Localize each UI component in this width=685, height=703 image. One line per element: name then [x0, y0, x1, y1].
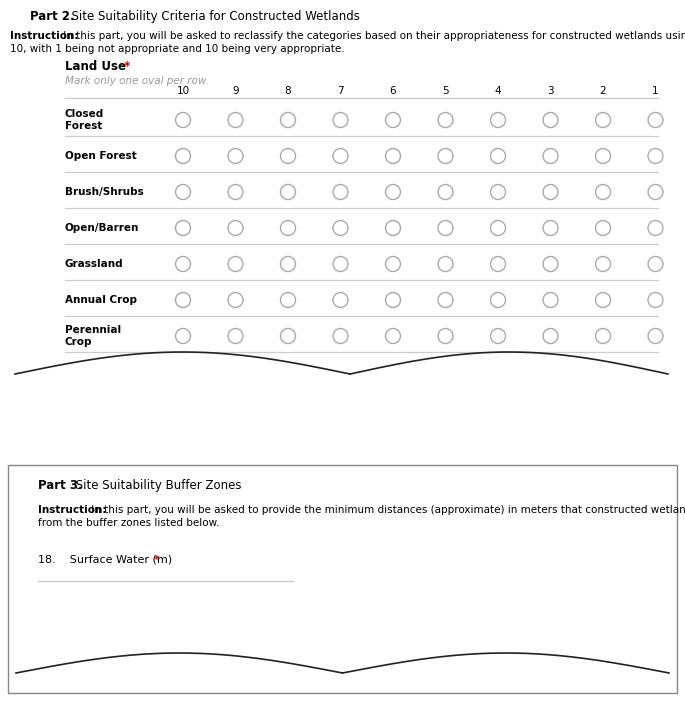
- Text: 5: 5: [443, 86, 449, 96]
- Text: *: *: [150, 555, 160, 565]
- Text: Grassland: Grassland: [65, 259, 123, 269]
- Text: Mark only one oval per row.: Mark only one oval per row.: [65, 76, 209, 86]
- Text: 3: 3: [547, 86, 553, 96]
- Text: 6: 6: [390, 86, 397, 96]
- Text: 18.    Surface Water (m): 18. Surface Water (m): [38, 555, 172, 565]
- Text: In this part, you will be asked to provide the minimum distances (approximate) i: In this part, you will be asked to provi…: [88, 505, 685, 515]
- Text: Site Suitability Criteria for Constructed Wetlands: Site Suitability Criteria for Constructe…: [64, 10, 360, 23]
- Text: Open Forest: Open Forest: [65, 151, 137, 161]
- Text: Brush/Shrubs: Brush/Shrubs: [65, 187, 144, 197]
- Text: 9: 9: [232, 86, 239, 96]
- Text: Open/Barren: Open/Barren: [65, 223, 139, 233]
- Text: Site Suitability Buffer Zones: Site Suitability Buffer Zones: [72, 479, 242, 492]
- Text: 7: 7: [337, 86, 344, 96]
- Text: Forest: Forest: [65, 121, 102, 131]
- Text: 1: 1: [652, 86, 659, 96]
- Text: Part 3.: Part 3.: [38, 479, 83, 492]
- Text: Annual Crop: Annual Crop: [65, 295, 137, 305]
- Text: Crop: Crop: [65, 337, 92, 347]
- Text: Instruction:: Instruction:: [10, 31, 79, 41]
- Text: In this part, you will be asked to reclassify the categories based on their appr: In this part, you will be asked to recla…: [60, 31, 685, 41]
- Text: Instruction:: Instruction:: [38, 505, 106, 515]
- Text: 10: 10: [177, 86, 190, 96]
- FancyBboxPatch shape: [8, 465, 677, 693]
- Text: 8: 8: [285, 86, 291, 96]
- Text: Closed: Closed: [65, 109, 104, 119]
- Text: Land Use: Land Use: [65, 60, 126, 73]
- Text: 4: 4: [495, 86, 501, 96]
- Text: Part 2.: Part 2.: [30, 10, 75, 23]
- Text: Perennial: Perennial: [65, 325, 121, 335]
- Text: 10, with 1 being not appropriate and 10 being very appropriate.: 10, with 1 being not appropriate and 10 …: [10, 44, 345, 54]
- Text: *: *: [120, 60, 130, 73]
- Text: from the buffer zones listed below.: from the buffer zones listed below.: [38, 518, 219, 528]
- Text: 2: 2: [599, 86, 606, 96]
